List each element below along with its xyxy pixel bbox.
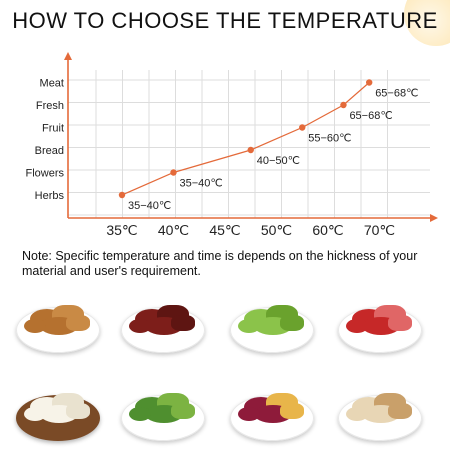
food-dried-flowers	[230, 383, 314, 441]
x-tick-label: 60℃	[312, 222, 343, 238]
data-point	[299, 124, 306, 131]
data-point	[247, 146, 254, 154]
food-piece	[388, 403, 412, 419]
food-okra	[121, 383, 205, 441]
y-tick-labels: Herbs Flowers Bread Fruit Fresh Meat	[25, 78, 64, 203]
food-piece	[280, 315, 304, 331]
food-piece	[129, 319, 151, 333]
food-sausage	[338, 295, 422, 353]
food-piece	[66, 403, 90, 419]
food-piece	[24, 319, 46, 333]
food-red-dates	[121, 295, 205, 353]
data-point	[366, 79, 373, 86]
temperature-chart: Herbs Flowers Bread Fruit Fresh Meat 35℃ 40℃ 45…	[25, 52, 438, 238]
note-text: Note: Specific temperature and time is d…	[22, 249, 418, 278]
series-polyline	[121, 82, 370, 196]
page-title: HOW TO CHOOSE THE TEMPERATURE	[12, 8, 438, 33]
food-piece	[388, 315, 412, 331]
y-tick-label: Meat	[40, 78, 64, 90]
food-piece	[238, 407, 260, 421]
x-tick-label: 45℃	[209, 222, 240, 238]
data-points	[118, 79, 373, 199]
y-tick-label: Bread	[35, 145, 64, 157]
y-tick-label: Flowers	[25, 168, 64, 180]
x-tick-label: 50℃	[261, 222, 292, 238]
chart-grid	[68, 70, 430, 218]
y-axis-arrow	[64, 52, 72, 60]
food-tofu	[16, 383, 100, 441]
data-labels: 35−40℃ 35−40℃ 40−50℃ 55−60℃ 65−68℃ 65−68℃	[128, 88, 418, 213]
data-point	[340, 101, 347, 109]
x-tick-label: 40℃	[158, 222, 189, 238]
data-label: 35−40℃	[128, 200, 171, 212]
x-axis-arrow	[430, 214, 438, 222]
food-piece	[346, 319, 368, 333]
y-tick-label: Herbs	[35, 190, 65, 202]
food-piece	[346, 407, 368, 421]
food-jerky	[16, 295, 100, 353]
x-tick-label: 35℃	[106, 222, 137, 238]
food-piece	[129, 407, 151, 421]
food-piece	[171, 315, 195, 331]
data-label: 55−60℃	[308, 133, 351, 145]
x-tick-labels: 35℃ 40℃ 45℃ 50℃ 60℃ 70℃	[106, 222, 395, 238]
food-kiwi	[230, 295, 314, 353]
food-piece	[24, 407, 46, 421]
y-tick-label: Fruit	[42, 123, 64, 135]
data-point	[118, 191, 126, 199]
series-line	[121, 82, 370, 196]
food-piece	[66, 315, 90, 331]
data-label: 35−40℃	[180, 178, 223, 190]
chart-axes	[64, 52, 438, 222]
x-tick-label: 70℃	[364, 222, 395, 238]
food-piece	[171, 403, 195, 419]
food-bread	[338, 383, 422, 441]
data-point	[170, 169, 177, 176]
y-tick-label: Fresh	[36, 100, 64, 112]
food-piece	[280, 403, 304, 419]
data-label: 40−50℃	[257, 155, 300, 167]
data-label: 65−68℃	[375, 88, 418, 100]
data-label: 65−68℃	[349, 110, 392, 122]
food-piece	[238, 319, 260, 333]
